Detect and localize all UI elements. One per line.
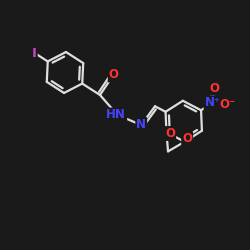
Text: O: O [210,82,220,94]
Text: HN: HN [106,108,126,122]
Text: O: O [109,68,119,82]
Text: N⁺: N⁺ [204,96,221,109]
Text: O: O [182,132,192,145]
Text: N: N [136,118,146,131]
Text: O⁻: O⁻ [220,98,236,111]
Text: I: I [32,47,37,60]
Text: O: O [165,127,175,140]
